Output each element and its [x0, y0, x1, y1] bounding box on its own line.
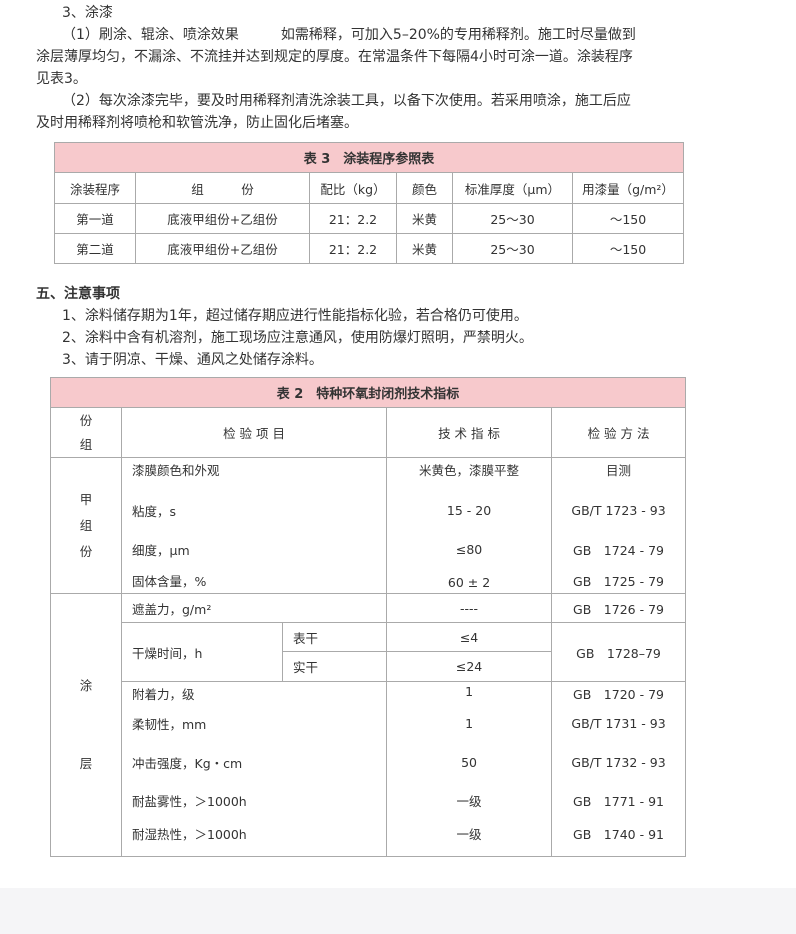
table-row: 涂 层 遮盖力，g/m² ---- GB 1726 - 79 [50, 593, 686, 857]
cell: ～150 [572, 203, 684, 234]
cell: 25～30 [452, 203, 573, 234]
header-cell: 技 术 指 标 [386, 407, 553, 458]
cell: 底液甲组份+乙组份 [135, 233, 310, 264]
table-row: 干燥时间，h 表干 ≤4 GB 1728–79 [51, 622, 686, 682]
cell: 表干 [281, 622, 388, 652]
cell: GB 1720 - 79 [551, 681, 686, 704]
cell: ～150 [572, 233, 684, 264]
cell: 60 ± 2 [386, 569, 553, 594]
paragraph: 涂层薄厚均匀，不漏涂、不流挂并达到规定的厚度。在常温条件下每隔4小时可涂一道。涂… [36, 49, 633, 65]
paragraph: （2）每次涂漆完毕，要及时用稀释剂清洗涂装工具，以备下次使用。若采用喷涂，施工后… [62, 93, 631, 109]
cell: 细度，μm [120, 529, 388, 570]
table-row: 第二道 底液甲组份+乙组份 21：2.2 米黄 25～30 ～150 [54, 233, 684, 264]
cell: 1 [386, 681, 553, 704]
table-row: 细度，μm ≤80 GB 1724 - 79 [51, 529, 686, 570]
cell: 附着力，级 [120, 681, 388, 704]
cell: 米黄 [396, 203, 453, 234]
cell: GB 1771 - 91 [551, 781, 686, 820]
table-row: 粘度，s 15 - 20 GB/T 1723 - 93 [51, 491, 686, 530]
cell: 21：2.2 [309, 203, 397, 234]
table-row: 柔韧性，mm 1 GB/T 1731 - 93 [51, 703, 686, 743]
cell: 底液甲组份+乙组份 [135, 203, 310, 234]
cell: 米黄色，漆膜平整 [386, 457, 553, 492]
list-item: 3、请于阴凉、干燥、通风之处储存涂料。 [62, 352, 323, 368]
list-item: 1、涂料储存期为1年，超过储存期应进行性能指标化验，若合格仍可使用。 [62, 308, 528, 324]
table-row: 耐湿热性，＞1000h 一级 GB 1740 - 91 [51, 819, 686, 857]
cell: 实干 [281, 651, 388, 682]
cell: 漆膜颜色和外观 [120, 457, 388, 492]
cell: 耐盐雾性，＞1000h [120, 781, 388, 820]
cell: 25～30 [452, 233, 573, 264]
table-row: 甲 组 份 漆膜颜色和外观 米黄色，漆膜平整 目测 [50, 457, 686, 594]
cell: 目测 [551, 457, 686, 492]
header-cell: 份 组 [50, 407, 122, 458]
table-3: 表 3 涂装程序参照表 涂装程序 组 份 配比（kg） 颜色 标准厚度（μm） … [54, 142, 684, 264]
table-row: 第一道 底液甲组份+乙组份 21：2.2 米黄 25～30 ～150 [54, 203, 684, 234]
cell: 耐湿热性，＞1000h [120, 819, 388, 857]
header-cell: 组 份 [135, 172, 310, 204]
header-cell: 配比（kg） [309, 172, 397, 204]
paragraph: 见表3。 [36, 71, 87, 87]
table-header-row: 涂装程序 组 份 配比（kg） 颜色 标准厚度（μm） 用漆量（g/m²） [54, 172, 684, 204]
table-row: 实干 ≤24 [51, 651, 686, 682]
cell: 50 [386, 742, 553, 782]
list-item: 2、涂料中含有机溶剂，施工现场应注意通风，使用防爆灯照明，严禁明火。 [62, 330, 533, 346]
cell: ≤4 [386, 622, 553, 652]
footer-band [0, 888, 796, 934]
group-label: 涂 层 [50, 593, 122, 857]
cell: 15 - 20 [386, 491, 553, 530]
group-label: 甲 组 份 [50, 457, 122, 594]
cell: GB 1740 - 91 [551, 819, 686, 857]
cell: ---- [386, 593, 553, 623]
cell: GB/T 1732 - 93 [551, 742, 686, 782]
cell: 粘度，s [120, 491, 388, 530]
cell: GB/T 1723 - 93 [551, 491, 686, 530]
header-cell: 涂装程序 [54, 172, 136, 204]
header-cell: 检 验 方 法 [551, 407, 686, 458]
header-cell: 标准厚度（μm） [452, 172, 573, 204]
header-cell: 用漆量（g/m²） [572, 172, 684, 204]
cell: GB 1725 - 79 [551, 569, 686, 594]
cell: 第一道 [54, 203, 136, 234]
table-header-row: 份 组 检 验 项 目 技 术 指 标 检 验 方 法 [50, 407, 686, 458]
cell: 21：2.2 [309, 233, 397, 264]
cell: 干燥时间，h [121, 622, 283, 682]
paragraph: 及时用稀释剂将喷枪和软管洗净，防止固化后堵塞。 [36, 115, 358, 131]
cell: GB 1726 - 79 [551, 593, 686, 623]
cell: 固体含量，% [120, 569, 388, 594]
cell: 柔韧性，mm [120, 703, 388, 743]
table-2: 表 2 特种环氧封闭剂技术指标 份 组 检 验 项 目 技 术 指 标 检 验 … [50, 377, 686, 857]
paragraph: （1）刷涂、辊涂、喷涂效果 如需稀释，可加入5–20%的专用稀释剂。施工时尽量做… [62, 27, 636, 43]
header-cell: 颜色 [396, 172, 453, 204]
table-title: 表 2 特种环氧封闭剂技术指标 [50, 377, 686, 408]
cell: ≤80 [386, 529, 553, 570]
table-row: 冲击强度，Kg・cm 50 GB/T 1732 - 93 [51, 742, 686, 782]
table-row: 固体含量，% 60 ± 2 GB 1725 - 79 [51, 569, 686, 594]
cell: 一级 [386, 819, 553, 857]
section-heading: 五、注意事项 [36, 286, 120, 302]
table-row: 耐盐雾性，＞1000h 一级 GB 1771 - 91 [51, 781, 686, 820]
cell: ≤24 [386, 651, 553, 682]
table-row: 附着力，级 1 GB 1720 - 79 [51, 681, 686, 704]
cell: GB/T 1731 - 93 [551, 703, 686, 743]
cell: 冲击强度，Kg・cm [120, 742, 388, 782]
cell: 1 [386, 703, 553, 743]
cell: GB 1724 - 79 [551, 529, 686, 570]
cell: GB 1728–79 [551, 622, 686, 682]
table-title: 表 3 涂装程序参照表 [54, 142, 684, 173]
section-heading: 3、涂漆 [62, 5, 113, 21]
cell: 遮盖力，g/m² [120, 593, 388, 623]
header-cell: 检 验 项 目 [120, 407, 388, 458]
cell: 第二道 [54, 233, 136, 264]
cell: 一级 [386, 781, 553, 820]
cell: 米黄 [396, 233, 453, 264]
